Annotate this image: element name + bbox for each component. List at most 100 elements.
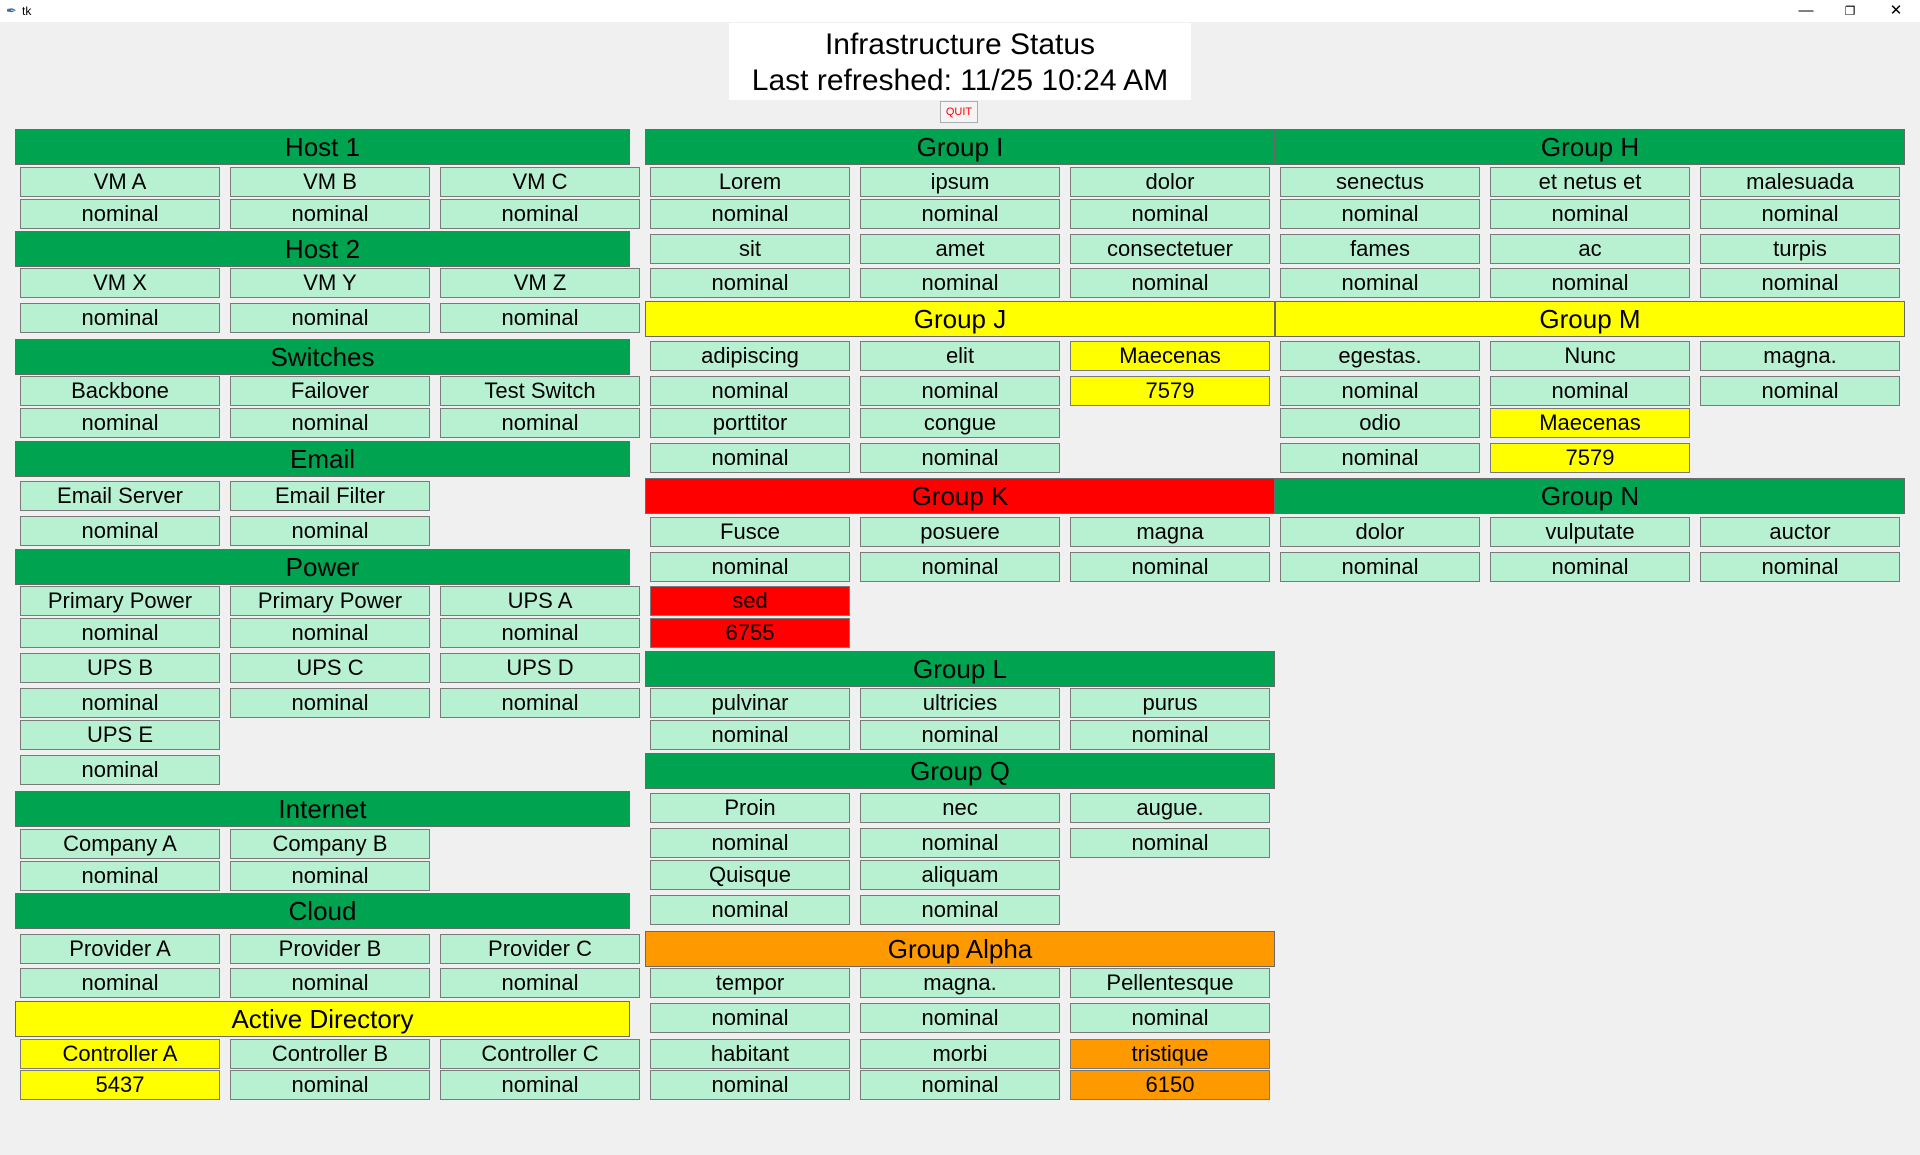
item-status-controller-b: nominal (230, 1070, 430, 1100)
item-name-habitant: habitant (650, 1039, 850, 1069)
item-status-ups-d: nominal (440, 688, 640, 718)
item-status-email-server: nominal (20, 516, 220, 546)
item-status-ac: nominal (1490, 268, 1690, 298)
item-status-company-a: nominal (20, 861, 220, 891)
item-status-pulvinar: nominal (650, 720, 850, 750)
item-name-sit: sit (650, 234, 850, 264)
group-header-group-n: Group N (1275, 478, 1905, 514)
group-header-switches: Switches (15, 339, 630, 375)
item-name-backbone: Backbone (20, 376, 220, 406)
group-header-group-j: Group J (645, 301, 1275, 337)
item-status-test-switch: nominal (440, 408, 640, 438)
item-name-ups-e: UPS E (20, 720, 220, 750)
group-header-host-2: Host 2 (15, 231, 630, 267)
item-status-adipiscing: nominal (650, 376, 850, 406)
quit-button[interactable]: QUIT (940, 101, 978, 123)
item-status-elit: nominal (860, 376, 1060, 406)
item-name-provider-c: Provider C (440, 934, 640, 964)
item-status-tempor: nominal (650, 1003, 850, 1033)
item-name-pellentesque: Pellentesque (1070, 968, 1270, 998)
group-header-group-h: Group H (1275, 129, 1905, 165)
item-status-pellentesque: nominal (1070, 1003, 1270, 1033)
item-name-ac: ac (1490, 234, 1690, 264)
item-name-ultricies: ultricies (860, 688, 1060, 718)
item-name-company-b: Company B (230, 829, 430, 859)
item-name-congue: congue (860, 408, 1060, 438)
item-name-fames: fames (1280, 234, 1480, 264)
item-name-maecenas: Maecenas (1490, 408, 1690, 438)
item-name-controller-c: Controller C (440, 1039, 640, 1069)
item-name-vm-x: VM X (20, 268, 220, 298)
item-name-primary-power: Primary Power (230, 586, 430, 616)
item-status-primary-power: nominal (20, 618, 220, 648)
item-name-dolor: dolor (1280, 517, 1480, 547)
item-name-fusce: Fusce (650, 517, 850, 547)
last-refreshed: Last refreshed: 11/25 10:24 AM (751, 64, 1169, 97)
item-name-magna: magna. (1700, 341, 1900, 371)
item-status-auctor: nominal (1700, 552, 1900, 582)
item-status-morbi: nominal (860, 1070, 1060, 1100)
item-name-vm-c: VM C (440, 167, 640, 197)
group-header-email: Email (15, 441, 630, 477)
item-status-dolor: nominal (1070, 199, 1270, 229)
item-name-nec: nec (860, 793, 1060, 823)
item-name-email-server: Email Server (20, 481, 220, 511)
item-status-amet: nominal (860, 268, 1060, 298)
feather-icon: ✒ (6, 3, 17, 18)
item-status-maecenas: 7579 (1490, 443, 1690, 473)
item-name-company-a: Company A (20, 829, 220, 859)
item-status-controller-c: nominal (440, 1070, 640, 1100)
group-header-group-l: Group L (645, 651, 1275, 687)
group-header-group-m: Group M (1275, 301, 1905, 337)
item-status-congue: nominal (860, 443, 1060, 473)
item-name-sed: sed (650, 586, 850, 616)
item-status-vm-b: nominal (230, 199, 430, 229)
item-status-vm-c: nominal (440, 199, 640, 229)
group-header-host-1: Host 1 (15, 129, 630, 165)
item-name-consectetuer: consectetuer (1070, 234, 1270, 264)
item-status-ups-c: nominal (230, 688, 430, 718)
item-status-maecenas: 7579 (1070, 376, 1270, 406)
group-header-group-q: Group Q (645, 753, 1275, 789)
item-status-ultricies: nominal (860, 720, 1060, 750)
item-name-vm-a: VM A (20, 167, 220, 197)
item-name-pulvinar: pulvinar (650, 688, 850, 718)
item-status-provider-b: nominal (230, 968, 430, 998)
item-status-augue: nominal (1070, 828, 1270, 858)
item-name-malesuada: malesuada (1700, 167, 1900, 197)
item-status-magna: nominal (1700, 376, 1900, 406)
item-name-dolor: dolor (1070, 167, 1270, 197)
item-status-vm-x: nominal (20, 303, 220, 333)
item-status-ups-a: nominal (440, 618, 640, 648)
group-header-power: Power (15, 549, 630, 585)
item-status-fusce: nominal (650, 552, 850, 582)
item-name-failover: Failover (230, 376, 430, 406)
item-status-dolor: nominal (1280, 552, 1480, 582)
item-status-provider-c: nominal (440, 968, 640, 998)
item-status-controller-a: 5437 (20, 1070, 220, 1100)
item-status-email-filter: nominal (230, 516, 430, 546)
item-name-magna: magna (1070, 517, 1270, 547)
restore-button[interactable]: ❐ (1844, 4, 1856, 18)
item-name-tempor: tempor (650, 968, 850, 998)
close-button[interactable]: ✕ (1889, 2, 1903, 19)
item-status-aliquam: nominal (860, 895, 1060, 925)
item-name-ups-c: UPS C (230, 653, 430, 683)
group-header-active-directory: Active Directory (15, 1001, 630, 1037)
item-name-vulputate: vulputate (1490, 517, 1690, 547)
item-name-provider-a: Provider A (20, 934, 220, 964)
item-name-egestas: egestas. (1280, 341, 1480, 371)
item-status-proin: nominal (650, 828, 850, 858)
item-name-nunc: Nunc (1490, 341, 1690, 371)
item-status-tristique: 6150 (1070, 1070, 1270, 1100)
minimize-button[interactable]: — (1798, 2, 1814, 19)
item-status-habitant: nominal (650, 1070, 850, 1100)
group-header-cloud: Cloud (15, 893, 630, 929)
item-name-magna: magna. (860, 968, 1060, 998)
item-status-et-netus-et: nominal (1490, 199, 1690, 229)
group-header-group-alpha: Group Alpha (645, 931, 1275, 967)
item-name-purus: purus (1070, 688, 1270, 718)
item-status-magna: nominal (1070, 552, 1270, 582)
item-status-vulputate: nominal (1490, 552, 1690, 582)
item-name-odio: odio (1280, 408, 1480, 438)
